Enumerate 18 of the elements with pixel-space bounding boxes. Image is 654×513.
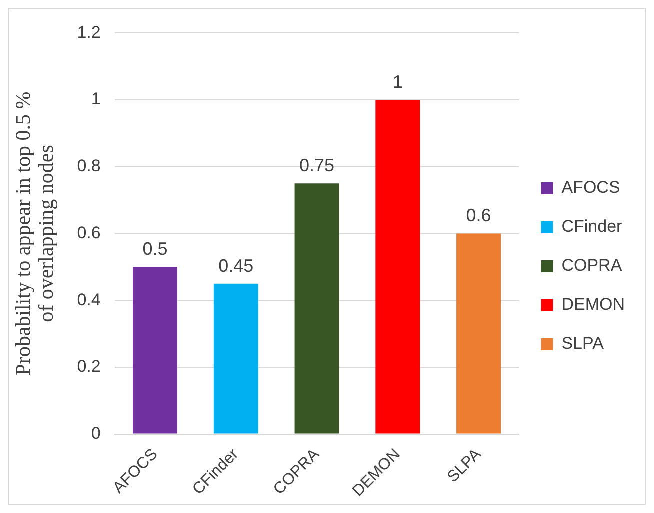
legend-label: CFinder (562, 217, 623, 236)
data-label: 0.75 (300, 156, 335, 176)
legend-label: AFOCS (562, 178, 620, 198)
y-tick-label: 0.6 (77, 223, 101, 242)
y-tick-label: 0.2 (77, 357, 101, 376)
y-axis-title: Probability to appear in top 0.5 % of overlapping nodes (11, 92, 58, 376)
y-tick-label: 0.4 (77, 290, 101, 310)
legend-label: SLPA (562, 334, 605, 354)
data-label: 0.6 (466, 206, 492, 226)
data-label: 1 (392, 72, 403, 92)
y-tick-label: 1 (91, 90, 101, 109)
data-label: 0.45 (218, 256, 254, 276)
data-label: 0.5 (142, 239, 168, 260)
legend-label: DEMON (562, 295, 626, 314)
y-tick-label: 1.2 (77, 22, 101, 42)
y-tick-label: 0 (91, 424, 101, 443)
legend-label: COPRA (562, 256, 623, 276)
y-tick-label: 0.8 (77, 156, 101, 176)
